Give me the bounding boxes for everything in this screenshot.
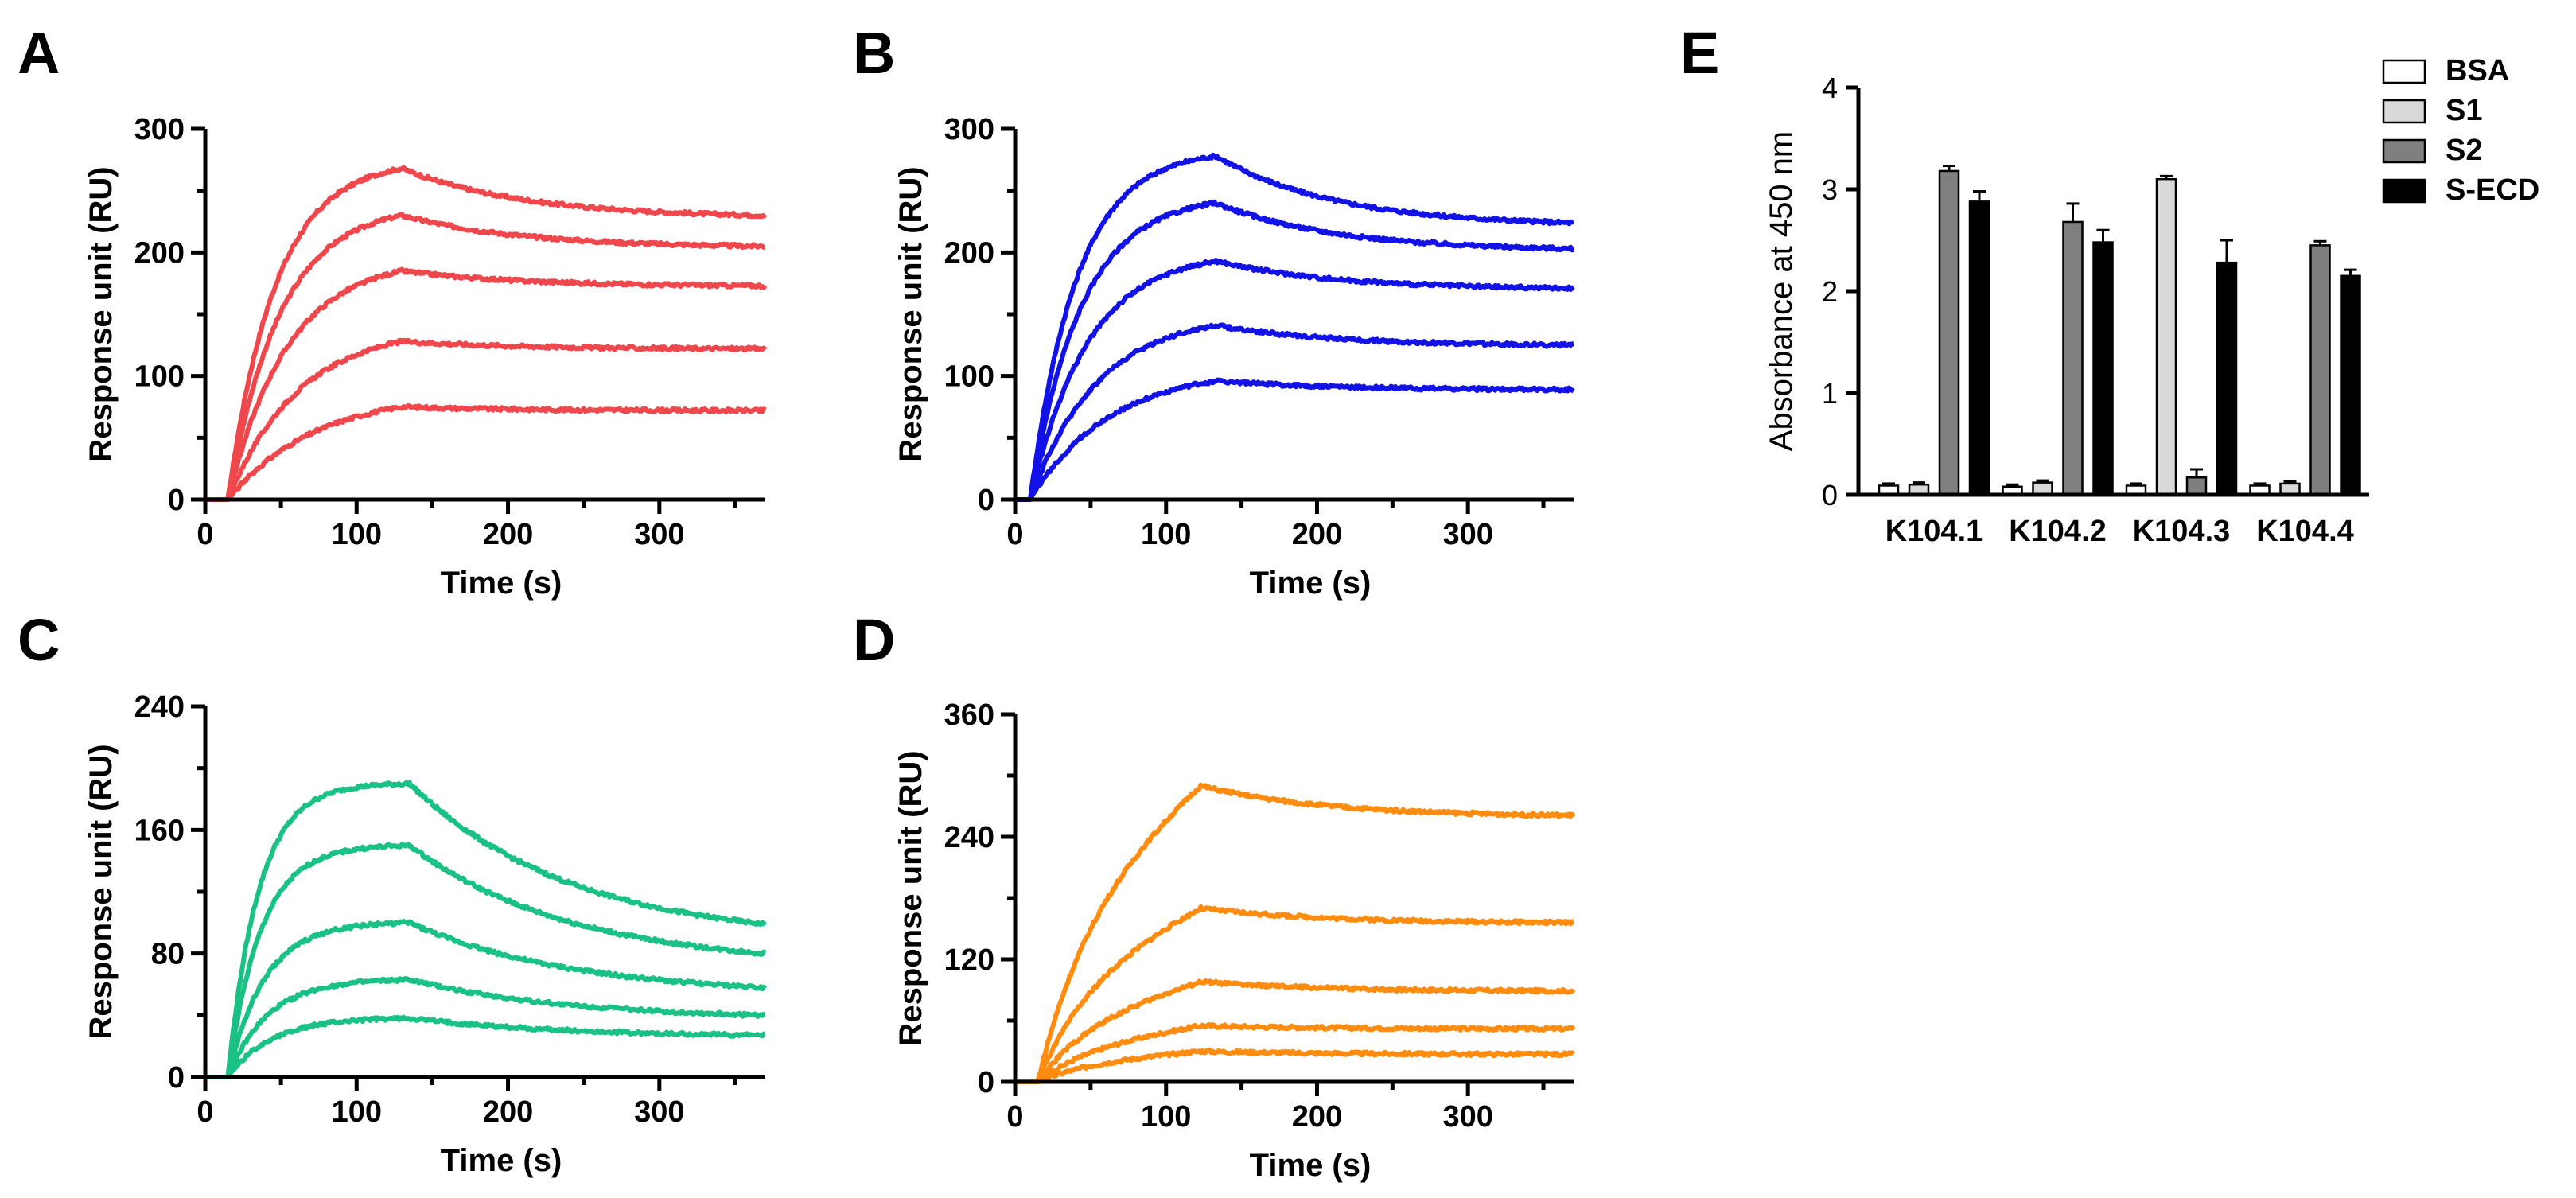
x-tick-label: 300 (634, 518, 684, 551)
panel-a-curve-2 (204, 212, 767, 502)
panel-c-curve-5 (204, 1014, 767, 1079)
y-axis-title: Response unit (RU) (893, 166, 928, 461)
x-tick-label: 300 (1442, 1100, 1492, 1134)
y-tick-label: 4 (1822, 72, 1838, 104)
legend-label-bsa: BSA (2446, 54, 2509, 88)
x-axis-title: Time (s) (1250, 566, 1372, 601)
x-tick-label: 200 (483, 518, 533, 551)
y-axis-title: Response unit (RU) (893, 750, 928, 1045)
panel-c-sensorgram: 0 100 200 300 0 80 160 240 Time (s) Response unit… (84, 690, 768, 1178)
panel-letter-e: E (1680, 20, 1719, 86)
x-tick-label: 100 (332, 518, 382, 551)
y-tick-label: 0 (978, 1066, 994, 1099)
x-tick-label: 100 (332, 1095, 382, 1129)
x-tick-label: 200 (1292, 518, 1342, 551)
legend-label-s1: S1 (2446, 94, 2482, 127)
y-tick-label: 0 (1822, 479, 1838, 511)
bar-s1-k104.3 (2155, 177, 2177, 496)
y-tick-label: 0 (168, 1061, 185, 1095)
panel-d-curve-4 (1014, 1022, 1576, 1084)
panel-b-curve-3 (1014, 258, 1575, 502)
y-tick-label: 240 (134, 690, 185, 724)
x-tick-label: 100 (1141, 518, 1191, 551)
y-tick-label: 80 (151, 938, 185, 971)
legend-label-s2: S2 (2446, 134, 2482, 167)
panel-b-sensorgram: 0 100 200 300 0 100 200 300 Time (s) Response uni… (893, 113, 1575, 601)
bar-s-ecd-k104.3 (2216, 261, 2238, 496)
x-axis-title: Time (s) (441, 566, 562, 601)
y-tick-label: 240 (944, 821, 994, 854)
panel-c-curve-4 (204, 976, 767, 1079)
panel-c-curve-2 (204, 842, 767, 1079)
panel-a-curve-5 (204, 403, 767, 502)
y-axis-title: Response unit (RU) (84, 166, 119, 461)
category-label: K104.2 (2009, 515, 2107, 548)
y-tick-label: 200 (134, 236, 185, 270)
x-tick-label: 0 (197, 1095, 213, 1129)
panel-d-sensorgram: 0 100 200 300 0 120 240 360 Time (s) Response uni… (893, 698, 1576, 1183)
bar-s2-k104.2 (2062, 220, 2084, 496)
y-tick-label: 100 (944, 360, 994, 394)
x-tick-label: 0 (1006, 518, 1023, 551)
panel-a-sensorgram: 0 100 200 300 0 100 200 300 Time (s) Response uni… (84, 113, 768, 601)
x-axis-title: Time (s) (441, 1143, 562, 1178)
y-tick-label: 2 (1822, 275, 1838, 308)
panel-b-curve-5 (1014, 377, 1575, 502)
panel-e-legend: BSA S1 S2 S-ECD (2382, 54, 2539, 207)
legend-swatch-s-ecd (2382, 178, 2426, 204)
x-tick-label: 0 (197, 518, 213, 551)
panel-a-curve-4 (204, 337, 768, 502)
y-tick-label: 100 (134, 360, 185, 394)
x-tick-label: 300 (634, 1095, 684, 1129)
y-tick-label: 120 (944, 943, 994, 977)
category-label: K104.1 (1885, 515, 1983, 548)
x-tick-label: 0 (1006, 1100, 1023, 1134)
legend-swatch-bsa (2382, 59, 2426, 84)
x-axis-title: Time (s) (1250, 1148, 1372, 1183)
x-tick-label: 200 (1292, 1100, 1342, 1134)
x-tick-label: 100 (1141, 1100, 1191, 1134)
y-axis-title: Absorbance at 450 nm (1764, 131, 1799, 451)
y-axis-title: Response unit (RU) (84, 744, 119, 1039)
y-tick-label: 200 (944, 236, 994, 270)
y-tick-label: 0 (168, 484, 185, 517)
y-tick-label: 300 (944, 113, 994, 146)
y-tick-label: 3 (1822, 173, 1838, 206)
bar-s2-k104.1 (1938, 169, 1960, 496)
x-tick-label: 200 (483, 1095, 533, 1129)
panel-c-curve-3 (204, 919, 768, 1079)
panel-d-curve-5 (1014, 1047, 1575, 1084)
bar-s-ecd-k104.2 (2092, 241, 2114, 496)
y-tick-label: 0 (978, 484, 994, 517)
legend-swatch-s2 (2382, 138, 2426, 164)
panel-b-curve-2 (1014, 199, 1575, 502)
panel-e-bar-chart: K104.1 K104.2 K104.3 K104.4 0 1 2 3 4 Absorbance … (1764, 72, 2369, 548)
bar-s2-k104.3 (2185, 476, 2208, 496)
y-tick-label: 160 (134, 814, 185, 847)
panel-letter-d: D (853, 607, 895, 673)
y-tick-label: 360 (944, 698, 994, 732)
panel-a-curve-1 (204, 165, 768, 502)
panel-b-curve-1 (1014, 152, 1575, 502)
y-tick-label: 300 (134, 113, 185, 146)
bar-s-ecd-k104.1 (1968, 200, 1990, 496)
y-tick-label: 1 (1822, 377, 1838, 410)
panel-c-curve-1 (204, 780, 767, 1079)
legend-swatch-s1 (2382, 99, 2426, 124)
panel-d-curve-2 (1014, 904, 1575, 1084)
bar-s2-k104.4 (2309, 244, 2331, 496)
panel-d-curve-3 (1014, 978, 1576, 1084)
x-tick-label: 300 (1442, 518, 1492, 551)
category-label: K104.3 (2133, 515, 2231, 548)
legend-label-s-ecd: S-ECD (2446, 173, 2539, 207)
panel-d-curve-1 (1014, 782, 1576, 1084)
bar-s-ecd-k104.4 (2340, 274, 2361, 496)
panel-b-curve-4 (1014, 322, 1575, 502)
category-label: K104.4 (2256, 515, 2354, 548)
panel-a-curve-3 (204, 266, 768, 502)
panel-letter-a: A (18, 20, 60, 86)
panel-letter-c: C (18, 607, 60, 673)
panel-letter-b: B (853, 20, 895, 86)
